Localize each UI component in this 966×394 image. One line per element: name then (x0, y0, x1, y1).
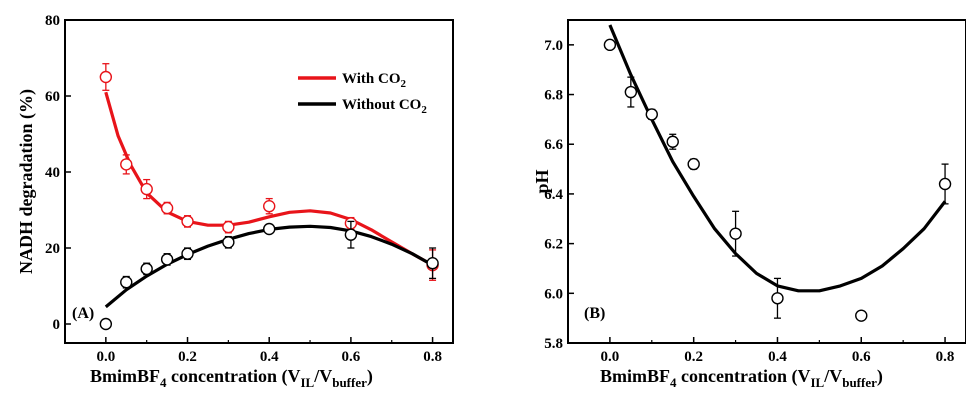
x-axis-label-part: /V (313, 366, 332, 386)
data-point (624, 85, 638, 99)
data-point (666, 135, 679, 148)
data-point (263, 222, 276, 236)
y-tick-label: 6.0 (544, 286, 563, 302)
data-point (603, 38, 617, 52)
x-axis-label: BmimBF4 concentration (VIL/Vbuffer) (90, 366, 373, 390)
data-point (344, 228, 358, 241)
data-point (263, 199, 276, 213)
data-point (160, 201, 174, 215)
chart-panel-a: 0.0 0.2 0.4 0.6 0.8 0 20 40 60 80 NADH degradation… (16, 13, 454, 390)
data-point (120, 158, 133, 171)
y-tick-label: 20 (45, 241, 60, 257)
series-0 (603, 24, 952, 322)
x-axis-label-part: buffer (332, 375, 367, 390)
data-point (687, 157, 700, 171)
x-tick-label: 0.0 (601, 349, 620, 365)
panel-label: (A) (72, 305, 94, 322)
x-axis-label-part: ) (367, 366, 373, 387)
y-tick-label: 7.0 (544, 38, 563, 54)
data-point (222, 220, 235, 234)
data-point (729, 227, 742, 240)
series-1 (99, 220, 439, 331)
data-point (99, 317, 113, 331)
legend-label-sub: 2 (400, 78, 406, 90)
fit-curve (104, 91, 434, 267)
y-tick-label: 0 (53, 317, 61, 333)
data-point (855, 309, 868, 322)
data-point (120, 276, 133, 289)
y-tick-label: 5.8 (544, 336, 563, 352)
data-point (160, 253, 174, 266)
legend-label-sub: 2 (421, 104, 427, 116)
y-tick-label: 40 (45, 165, 60, 181)
data-point (938, 177, 952, 191)
data-point (140, 262, 153, 276)
x-tick-label: 0.6 (852, 349, 871, 365)
data-point (140, 182, 153, 196)
data-point (645, 108, 658, 121)
plot-frame (64, 19, 454, 344)
data-point (222, 236, 235, 249)
x-axis-label-part: 4 (160, 375, 167, 390)
x-tick-label: 0.8 (936, 349, 955, 365)
x-tick-label: 0.2 (684, 349, 703, 365)
panel-label: (B) (584, 305, 605, 322)
x-axis-label-part: concentration (V (167, 366, 301, 387)
x-axis-label-part: BmimBF (600, 366, 670, 386)
y-tick-label: 6.4 (544, 187, 563, 203)
x-axis-label-part: BmimBF (90, 366, 160, 386)
data-point (181, 215, 194, 228)
data-point (181, 247, 194, 260)
x-tick-label: 0.4 (768, 349, 787, 365)
plot-frame (567, 19, 966, 344)
x-tick-label: 0.6 (342, 349, 361, 365)
fit-curve (608, 24, 947, 293)
legend-label: Without CO2 (342, 97, 427, 116)
y-tick-label: 60 (45, 89, 60, 105)
x-axis-label-part: 4 (670, 375, 677, 390)
x-axis-label-part: /V (823, 366, 842, 386)
y-tick-label: 6.2 (544, 237, 563, 253)
y-tick-label: 6.6 (544, 137, 563, 153)
legend-label: With CO2 (342, 71, 406, 90)
x-axis-label-part: IL (300, 375, 314, 390)
x-axis-label: BmimBF4 concentration (VIL/Vbuffer) (600, 366, 883, 390)
x-axis-label-part: concentration (V (677, 366, 811, 387)
y-tick-label: 6.8 (544, 88, 563, 104)
x-tick-label: 0.8 (423, 349, 442, 365)
x-tick-label: 0.0 (96, 349, 115, 365)
y-axis-label: NADH degradation (%) (16, 89, 37, 274)
y-tick-label: 80 (45, 13, 60, 29)
x-tick-label: 0.4 (260, 349, 279, 365)
data-point (426, 257, 439, 270)
legend-label-main: Without CO (342, 97, 421, 113)
x-axis-label-part: buffer (842, 375, 877, 390)
chart-panel-b: 0.0 0.2 0.4 0.6 0.8 5.8 6.0 6.2 6.4 6.6 6.8 7.0 pH Bm… (532, 19, 966, 390)
x-axis-label-part: ) (877, 366, 883, 387)
data-point (771, 292, 784, 305)
legend-label-main: With CO (342, 71, 400, 87)
x-tick-label: 0.2 (178, 349, 197, 365)
data-point (99, 70, 113, 84)
y-axis-label: pH (532, 169, 552, 193)
x-axis-label-part: IL (810, 375, 824, 390)
